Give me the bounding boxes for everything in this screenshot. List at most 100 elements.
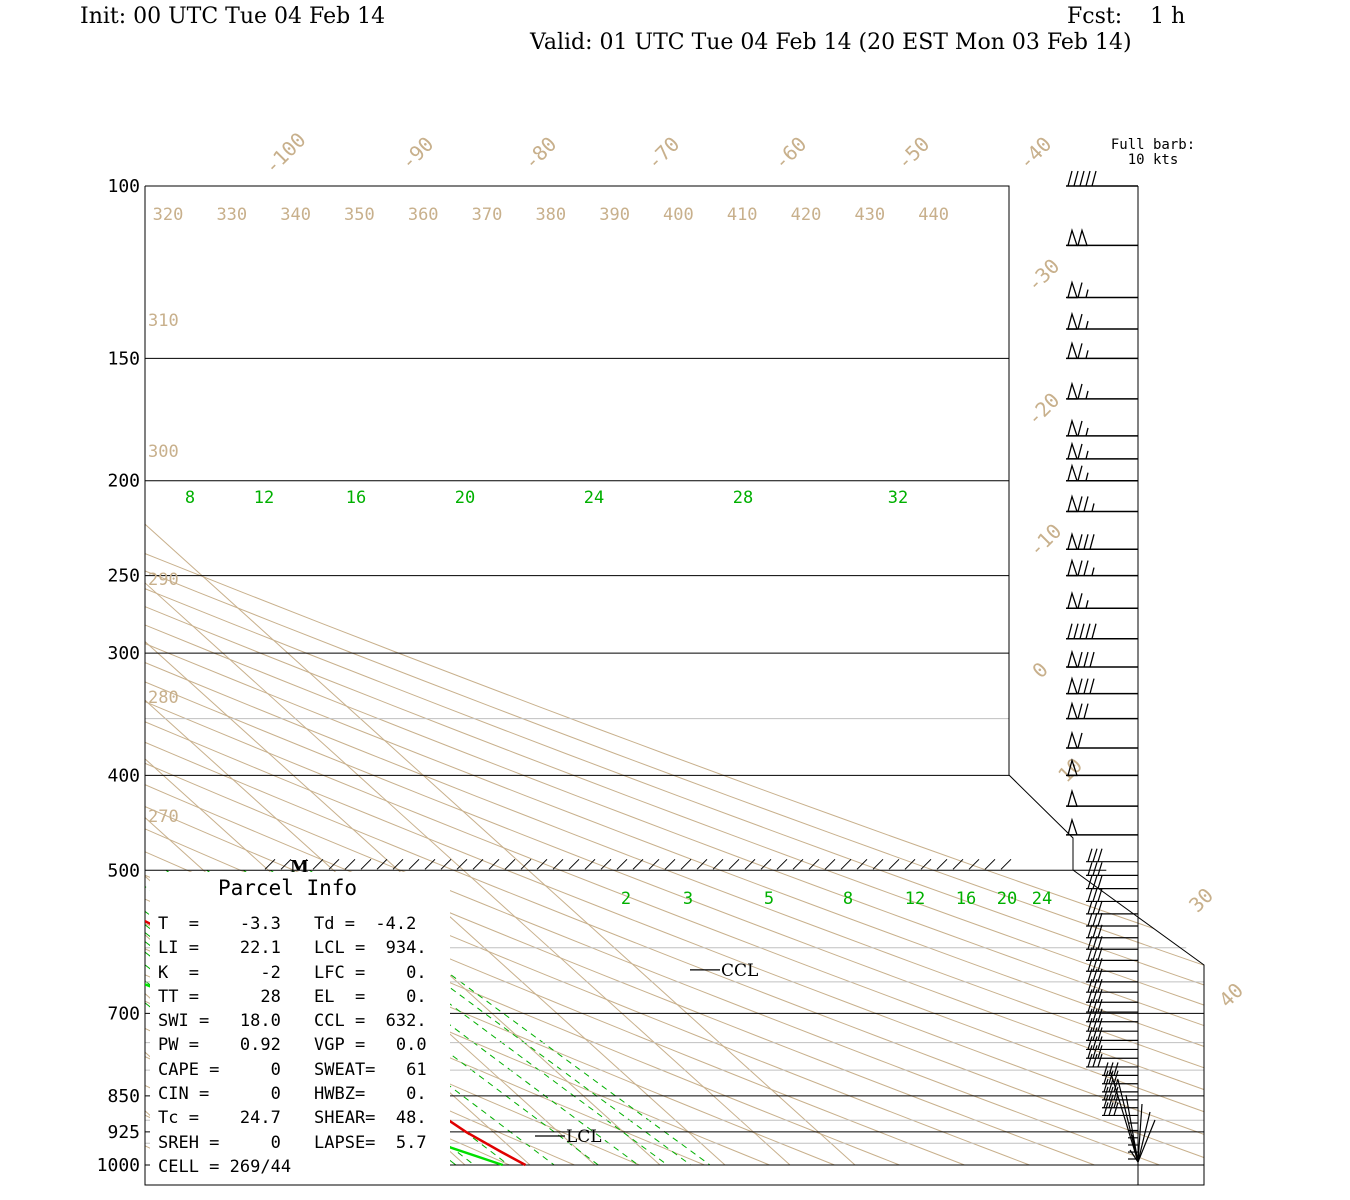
mixing-ratio-label: 16 bbox=[346, 488, 366, 508]
dry-adiabat bbox=[0, 186, 55, 1165]
wind-barb bbox=[1086, 998, 1138, 1013]
theta-label: 400 bbox=[663, 205, 694, 225]
hatch-mark bbox=[872, 858, 884, 870]
parcel-info-right: CCL = 632. bbox=[314, 1011, 427, 1032]
hatch-mark bbox=[760, 858, 772, 870]
barb-legend-line2: 10 kts bbox=[1127, 152, 1179, 168]
theta-label: 280 bbox=[148, 688, 179, 708]
wind-barb bbox=[1102, 1070, 1138, 1085]
wind-barb bbox=[1066, 532, 1138, 551]
hatch-mark bbox=[472, 858, 484, 870]
dry-adiabat bbox=[0, 186, 120, 1165]
theta-label: 410 bbox=[727, 205, 758, 225]
isotherm-line bbox=[0, 186, 75, 1165]
hatch-mark bbox=[440, 858, 452, 870]
theta-label: 370 bbox=[472, 205, 503, 225]
parcel-info-right: LAPSE= 5.7 bbox=[314, 1132, 427, 1153]
wind-barb bbox=[1066, 591, 1138, 610]
isotherm-line bbox=[145, 186, 856, 1166]
wind-barb-surface bbox=[1137, 1111, 1151, 1163]
theta-label: 380 bbox=[535, 205, 566, 225]
wind-barb bbox=[1066, 649, 1138, 668]
wind-barb bbox=[1066, 463, 1138, 482]
mixing-ratio-label: 12 bbox=[905, 889, 925, 909]
hatch-mark bbox=[776, 858, 788, 870]
dry-adiabat bbox=[145, 186, 1204, 1166]
parcel-info-row: T = -3.3 Td = -4.2 bbox=[158, 912, 427, 936]
wind-barb bbox=[1066, 788, 1138, 807]
parcel-info-left: SREH = 0 bbox=[158, 1132, 281, 1153]
wind-barb bbox=[1086, 958, 1138, 972]
isotherm-label: 30 bbox=[1184, 883, 1218, 917]
hatch-mark bbox=[712, 858, 724, 870]
wind-barb bbox=[1086, 1045, 1138, 1059]
theta-label: 290 bbox=[148, 570, 179, 590]
pressure-label: 100 bbox=[107, 176, 140, 197]
wind-barb bbox=[1066, 341, 1138, 360]
mixing-ratio-label: 16 bbox=[956, 889, 976, 909]
isotherm-line bbox=[145, 186, 661, 1166]
parcel-info-right: LFC = 0. bbox=[314, 962, 427, 983]
isotherm-line bbox=[145, 186, 726, 1166]
mixing-ratio-label: 12 bbox=[254, 488, 274, 508]
wind-barb bbox=[1066, 494, 1138, 513]
wind-barb bbox=[1086, 1036, 1138, 1051]
pressure-label: 850 bbox=[107, 1086, 140, 1107]
hatch-mark bbox=[808, 858, 820, 870]
wind-barb bbox=[1086, 979, 1138, 993]
mixing-ratio-label: 8 bbox=[185, 488, 195, 508]
wind-barb bbox=[1102, 1078, 1138, 1093]
mixing-ratio-label: 32 bbox=[888, 488, 908, 508]
dry-adiabat bbox=[145, 186, 1204, 1166]
wind-barb bbox=[1086, 848, 1138, 863]
hatch-mark bbox=[600, 858, 612, 870]
parcel-info-row: K = -2 LFC = 0. bbox=[158, 961, 427, 985]
wind-barb bbox=[1066, 381, 1138, 400]
parcel-info-title: Parcel Info bbox=[218, 876, 358, 900]
hatch-mark bbox=[728, 858, 740, 870]
wind-barb-surface bbox=[1131, 1134, 1139, 1163]
wind-barbs bbox=[1066, 170, 1156, 1163]
wind-barb-surface bbox=[1137, 1119, 1156, 1163]
parcel-info-row: TT = 28 EL = 0. bbox=[158, 985, 427, 1009]
wind-barb bbox=[1086, 968, 1138, 983]
parcel-info-right: HWBZ= 0. bbox=[314, 1084, 427, 1105]
hatch-mark bbox=[696, 858, 708, 870]
dry-adiabat bbox=[145, 186, 1204, 1166]
barb-legend-line1: Full barb: bbox=[1110, 137, 1196, 153]
hatch-mark bbox=[424, 858, 436, 870]
theta-label: 430 bbox=[854, 205, 885, 225]
parcel-info-left: TT = 28 bbox=[158, 986, 281, 1007]
parcel-info-row: CAPE = 0 SWEAT= 61 bbox=[158, 1058, 427, 1082]
wind-barb bbox=[1102, 1102, 1138, 1117]
parcel-info-right: Td = -4.2 bbox=[314, 914, 417, 934]
hatch-mark bbox=[840, 858, 852, 870]
parcel-info-left: CAPE = 0 bbox=[158, 1059, 281, 1080]
isotherm-label: -80 bbox=[519, 132, 562, 175]
pressure-label: 150 bbox=[107, 348, 140, 369]
hatch-mark bbox=[920, 858, 932, 870]
mixing-ratio-label: 24 bbox=[1032, 889, 1052, 909]
wind-barb bbox=[1066, 676, 1138, 695]
hatch-mark bbox=[312, 858, 324, 870]
hatch-mark bbox=[904, 858, 916, 870]
wind-barb bbox=[1066, 418, 1138, 437]
parcel-info-right: SHEAR= 48. bbox=[314, 1108, 427, 1129]
wind-barb bbox=[1066, 170, 1138, 187]
hatch-mark bbox=[264, 858, 276, 870]
pressure-label: 250 bbox=[107, 566, 140, 587]
hatch-mark bbox=[856, 858, 868, 870]
wind-barb bbox=[1086, 1027, 1138, 1042]
pressure-label: 500 bbox=[107, 860, 140, 881]
wind-barb bbox=[1066, 758, 1138, 777]
wind-barb bbox=[1086, 924, 1138, 939]
hatch-mark bbox=[536, 858, 548, 870]
frame-outline bbox=[144, 185, 1205, 1186]
hatch-mark bbox=[296, 858, 308, 870]
wind-barb bbox=[1066, 701, 1138, 720]
hatch-mark bbox=[456, 858, 468, 870]
parcel-info-left: T = -3.3 bbox=[158, 914, 281, 934]
wind-barb bbox=[1086, 947, 1138, 961]
parcel-info-left: SWI = 18.0 bbox=[158, 1011, 281, 1032]
wind-barb bbox=[1086, 912, 1138, 927]
